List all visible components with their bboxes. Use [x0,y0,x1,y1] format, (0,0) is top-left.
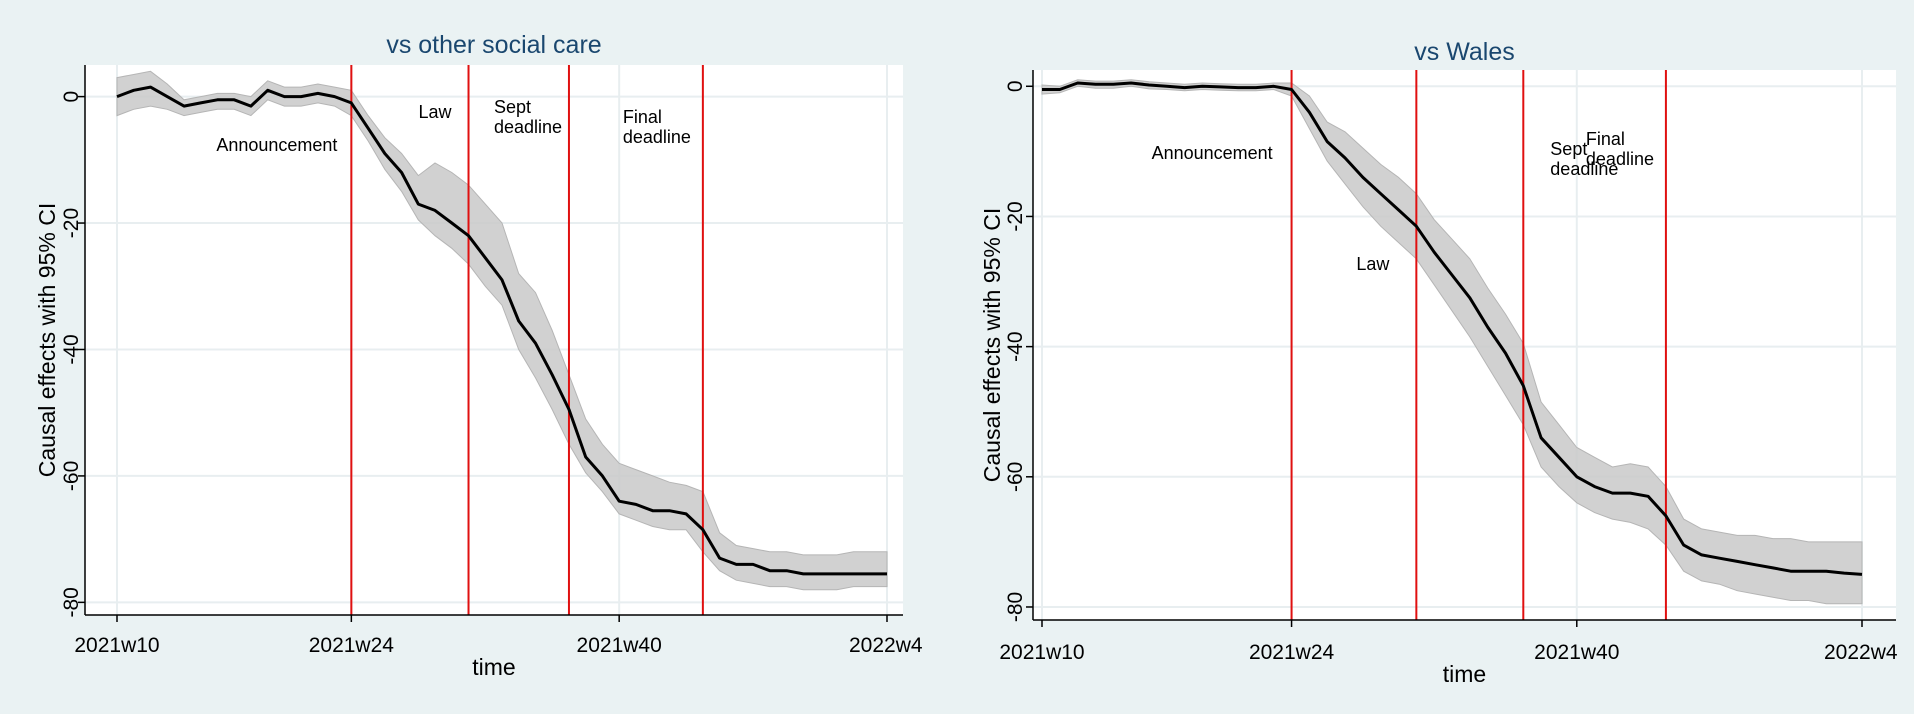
x-axis-label: time [1443,661,1486,687]
y-axis-label: Causal effects with 95% CI [34,203,60,477]
x-tick-label-0: 2021w10 [74,634,159,657]
x-axis-label: time [472,654,515,680]
x-tick-label-3: 2022w4 [1824,641,1898,664]
event-label-3-line-1: deadline [623,127,691,147]
event-label-3-line-0: Final [623,107,662,127]
plot-area [85,65,903,615]
event-label-2-line-0: Sept [1550,139,1587,159]
y-tick-label-1: -20 [1004,201,1027,231]
x-tick-label-2: 2021w40 [577,634,662,657]
event-label-2-line-1: deadline [1550,159,1618,179]
y-tick-label-1: -20 [60,208,83,238]
y-tick-label-0: 0 [1004,80,1027,92]
x-tick-label-3: 2022w4 [849,634,923,657]
y-tick-label-2: -40 [60,334,83,364]
chart-svg-wales: AnnouncementLawSeptdeadlineFinaldeadline… [979,38,1898,687]
estimate-line [116,85,887,576]
y-tick-label-4: -80 [1004,592,1027,622]
plot-area [1033,70,1896,620]
ci-band [116,70,888,591]
chart-title: vs other social care [386,31,601,59]
x-tick-label-2: 2021w40 [1534,641,1619,664]
y-tick-label-4: -80 [60,587,83,617]
x-tick-label-1: 2021w24 [309,634,395,657]
event-label-2-line-0: Sept [494,97,531,117]
estimate-line [1042,81,1863,576]
x-tick-label-1: 2021w24 [1249,641,1335,664]
x-tick-label-0: 2021w10 [999,641,1084,664]
y-tick-label-3: -60 [1004,462,1027,492]
chart-title: vs Wales [1414,38,1514,66]
y-tick-label-0: 0 [60,91,83,103]
event-label-0-line-0: Announcement [216,135,337,155]
ci-band [1041,79,1863,605]
chart-panel-other-social-care: Announcement Law Sept deadline Final deadline… [0,0,928,714]
event-label-1-line-0: Law [1356,254,1390,274]
event-label-3-line-0: Final [1586,129,1625,149]
y-axis-label: Causal effects with 95% CI [979,208,1005,482]
chart-panel-wales: Announcement Law Sept deadline Final deadline… [928,0,1914,714]
event-label-0-line-0: Announcement [1152,143,1273,163]
event-label-1-line-0: Law [419,102,453,122]
y-tick-label-3: -60 [60,461,83,491]
event-label-2-line-1: deadline [494,117,562,137]
event-label-3-line-1: deadline [1586,149,1654,169]
y-tick-label-2: -40 [1004,331,1027,361]
